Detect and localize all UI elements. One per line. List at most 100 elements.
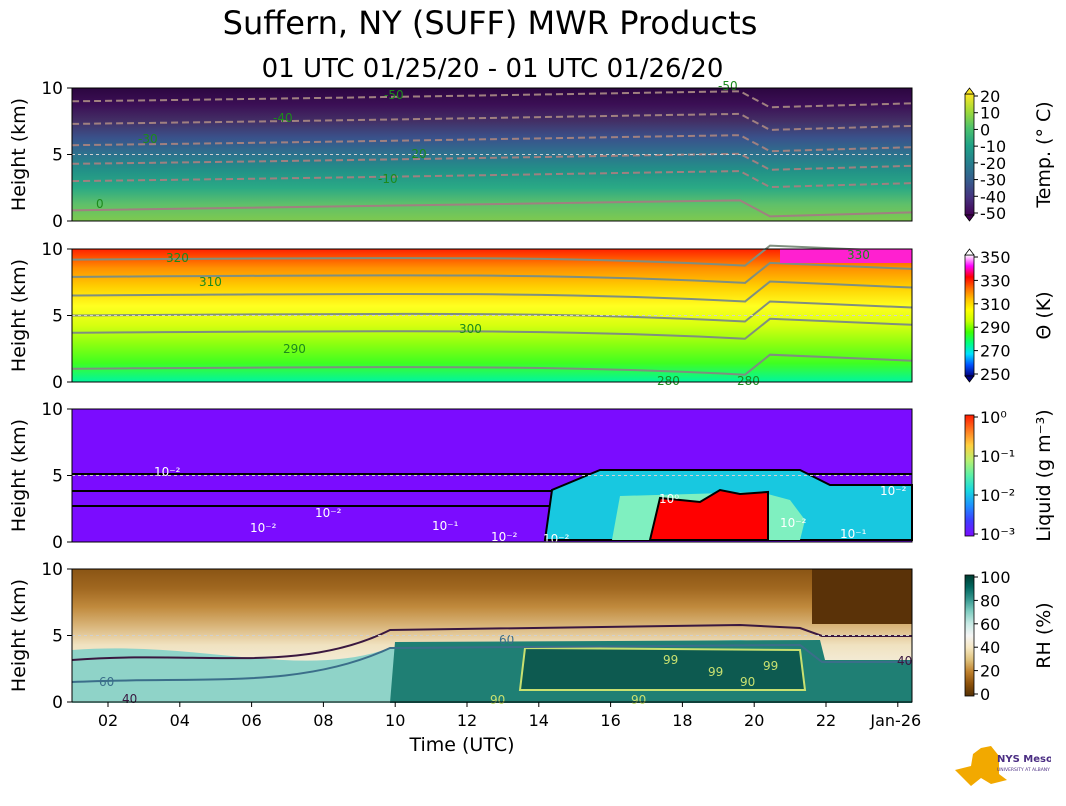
- colorbar-label: Θ (K): [1033, 291, 1055, 339]
- y-tick-label: 0: [52, 533, 63, 553]
- colorbar-tick-label: 100: [980, 568, 1011, 587]
- y-tick-label: 10: [41, 560, 63, 580]
- theta-contour: [71, 300, 913, 323]
- rh-contour-label: 99: [763, 659, 778, 673]
- y-tick-label: 0: [52, 373, 63, 393]
- x-tick-label: 04: [170, 711, 190, 730]
- colorbar-tick-label: 330: [980, 271, 1011, 290]
- x-tick-label: 16: [600, 711, 620, 730]
- colorbar-extend-bottom: [964, 375, 975, 383]
- y-tick-label: 5: [52, 627, 63, 647]
- colorbar-tick-label: 80: [980, 591, 1000, 610]
- rh-contour-60: [71, 643, 912, 683]
- y-axis-label: Height (km): [8, 259, 30, 372]
- theta-contour-label: 330: [847, 248, 870, 262]
- x-tick-label: 02: [98, 711, 118, 730]
- colorbar-tick-label: -20: [980, 154, 1006, 173]
- colorbar-tick-label: 10: [980, 104, 1000, 123]
- y-tick-label: 5: [52, 146, 63, 166]
- colorbar-tick-label: 10⁰: [980, 408, 1007, 427]
- colorbar-tick-label: 20: [980, 87, 1000, 106]
- liquid-contour-label: 10⁻²: [543, 532, 570, 546]
- colorbar-tick-label: 60: [980, 615, 1000, 634]
- rh-contour-label: 90: [490, 693, 505, 707]
- theta-contour-label: 310: [199, 275, 222, 289]
- temperature-contour-label: -50: [718, 79, 738, 93]
- colorbar-fill: [964, 254, 975, 377]
- theta-contour: [71, 317, 913, 340]
- colorbar-fill: [964, 574, 975, 697]
- colorbar-label: Temp. (° C): [1033, 101, 1055, 208]
- rh-contour-label: 60: [99, 675, 114, 689]
- rh-contour-40: [71, 623, 912, 661]
- y-tick-label: 10: [41, 79, 63, 99]
- liquid-peak-region: [648, 488, 769, 541]
- liquid-contour-label: 10⁻²: [154, 465, 181, 479]
- liquid-contour-label: 10⁻²: [250, 521, 277, 535]
- temperature-contour: [71, 199, 913, 218]
- colorbar-tick-label: 0: [980, 685, 990, 704]
- rh-dry-region: [812, 569, 912, 624]
- colorbar-tick-label: 10⁻³: [980, 525, 1015, 544]
- x-tick-label: 20: [744, 711, 764, 730]
- liquid-contour-label: 10⁻²: [491, 530, 518, 544]
- theta-contour-label: 320: [166, 251, 189, 265]
- colorbar-tick-label: 0: [980, 120, 990, 139]
- colorbar-tick-label: 250: [980, 365, 1011, 384]
- colorbar-tick-label: -50: [980, 204, 1006, 223]
- panel-liquid: 10⁻² 10⁻² 10⁻² 10⁻² 10⁻¹ 10⁻² 10⁰ 10⁻² 10⁻¹ 10⁻² 0…: [8, 400, 913, 553]
- theta-contour-label: 280: [737, 374, 760, 388]
- colorbar-extend-top: [964, 248, 975, 256]
- rh-contour-label: 60: [499, 633, 514, 647]
- temperature-contour-label: -30: [138, 132, 158, 146]
- colorbar-potential-temperature: 350 330 310 290 270 250 Θ (K): [964, 248, 1055, 384]
- y-tick-label: 10: [41, 400, 63, 420]
- theta-contour: [71, 280, 913, 303]
- x-tick-label: 18: [672, 711, 692, 730]
- y-axis-label: Height (km): [8, 419, 30, 532]
- rh-contour-label: 90: [740, 675, 755, 689]
- theta-contour: [71, 244, 913, 267]
- y-tick-label: 5: [52, 467, 63, 487]
- liquid-contour-label: 10⁻²: [880, 484, 907, 498]
- chart-subtitle: 01 UTC 01/25/20 - 01 UTC 01/26/20: [261, 54, 724, 84]
- theta-contour: [71, 353, 913, 376]
- liquid-contour-label: 10⁰: [659, 492, 679, 506]
- rh-contour-label: 90: [631, 693, 646, 707]
- colorbar-fill: [964, 93, 975, 216]
- rh-contour-label: 40: [122, 692, 137, 706]
- colorbar-label: RH (%): [1033, 602, 1055, 668]
- temperature-contour-label: -40: [273, 111, 293, 125]
- x-tick-label: 06: [241, 711, 261, 730]
- temperature-contour-label: -50: [384, 88, 404, 102]
- rh-99-region: [518, 646, 807, 691]
- colorbar-extend-bottom: [964, 214, 975, 222]
- colorbar-tick-label: 270: [980, 342, 1011, 361]
- liquid-contour-label: 10⁻²: [780, 516, 807, 530]
- theta-contour-label: 290: [283, 342, 306, 356]
- x-tick-label: 10: [385, 711, 405, 730]
- colorbar-tick-label: 20: [980, 662, 1000, 681]
- temperature-contour-label: -10: [378, 172, 398, 186]
- logo-text: NYS Mesonet: [997, 754, 1051, 765]
- x-tick-label: 12: [457, 711, 477, 730]
- colorbar-fill: [964, 414, 975, 537]
- colorbar-label: Liquid (g m⁻³): [1033, 409, 1055, 541]
- temperature-contour-label: 0: [96, 197, 104, 211]
- colorbar-extend-top: [964, 87, 975, 95]
- y-tick-label: 5: [52, 307, 63, 327]
- y-tick-label: 0: [52, 693, 63, 713]
- rh-contour-label: 40: [897, 654, 912, 668]
- nys-mesonet-logo: NYS Mesonet UNIVERSITY AT ALBANY: [955, 746, 1051, 786]
- y-axis-label: Height (km): [8, 579, 30, 692]
- y-axis-label: Height (km): [8, 98, 30, 211]
- rh-contour-label: 99: [663, 653, 678, 667]
- x-tick-label: 14: [529, 711, 549, 730]
- x-axis-label: Time (UTC): [408, 734, 514, 756]
- colorbar-relative-humidity: 100 80 60 40 20 0 RH (%): [964, 568, 1055, 704]
- colorbar-tick-label: -10: [980, 137, 1006, 156]
- colorbar-tick-label: 10⁻¹: [980, 447, 1015, 466]
